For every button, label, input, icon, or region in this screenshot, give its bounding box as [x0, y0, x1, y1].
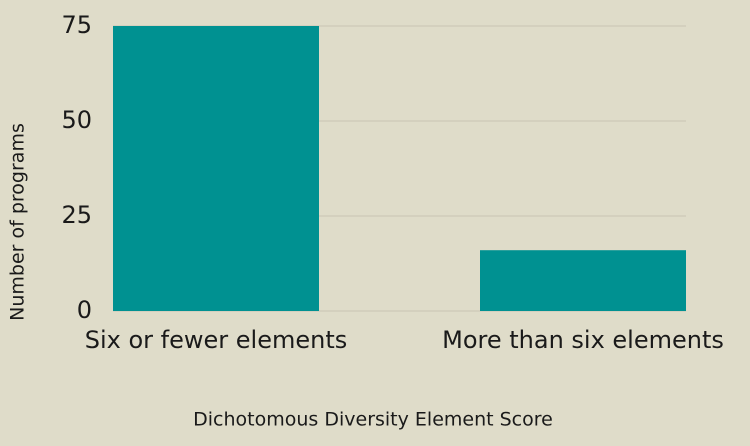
y-axis-label: Number of programs	[7, 123, 29, 321]
y-tick-label: 50	[61, 106, 92, 134]
bar	[113, 26, 319, 311]
bar	[480, 250, 686, 311]
x-tick-label: More than six elements	[442, 326, 724, 354]
y-tick-label: 0	[77, 296, 92, 324]
y-tick-label: 25	[61, 201, 92, 229]
x-tick-label: Six or fewer elements	[85, 326, 348, 354]
y-tick-label: 75	[61, 11, 92, 39]
x-axis-label: Dichotomous Diversity Element Score	[193, 409, 553, 431]
